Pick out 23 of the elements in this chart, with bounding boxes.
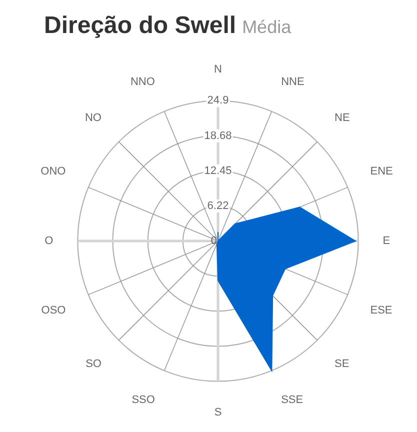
y-tick-label: 18.68 [204,130,232,142]
y-tick-label: 6.22 [207,200,229,212]
spoke-label: NO [84,112,102,124]
spoke-label: OSO [41,304,66,317]
spoke-label: ONO [40,165,66,178]
spoke-label: SSE [281,394,304,406]
chart-title: Direção do Swell [44,12,236,39]
spoke-label: N [214,64,222,76]
spoke-label: E [382,235,390,248]
spoke-label: SO [86,358,102,370]
spoke-label: SE [334,358,350,370]
spoke-label: NNE [281,76,304,88]
spoke-label: NE [334,112,350,124]
spoke-label: SSO [132,394,156,406]
spoke-label: ESE [370,304,392,317]
spoke-label: O [44,235,54,248]
spoke-label: NNO [130,76,156,88]
spoke-label: ENE [370,165,393,178]
chart-subtitle: Média [242,17,292,37]
spoke-label: S [214,406,222,418]
y-tick-label: 12.45 [204,164,232,177]
y-tick-label: 24.9 [207,94,229,107]
y-tick-label: 0 [210,235,217,248]
